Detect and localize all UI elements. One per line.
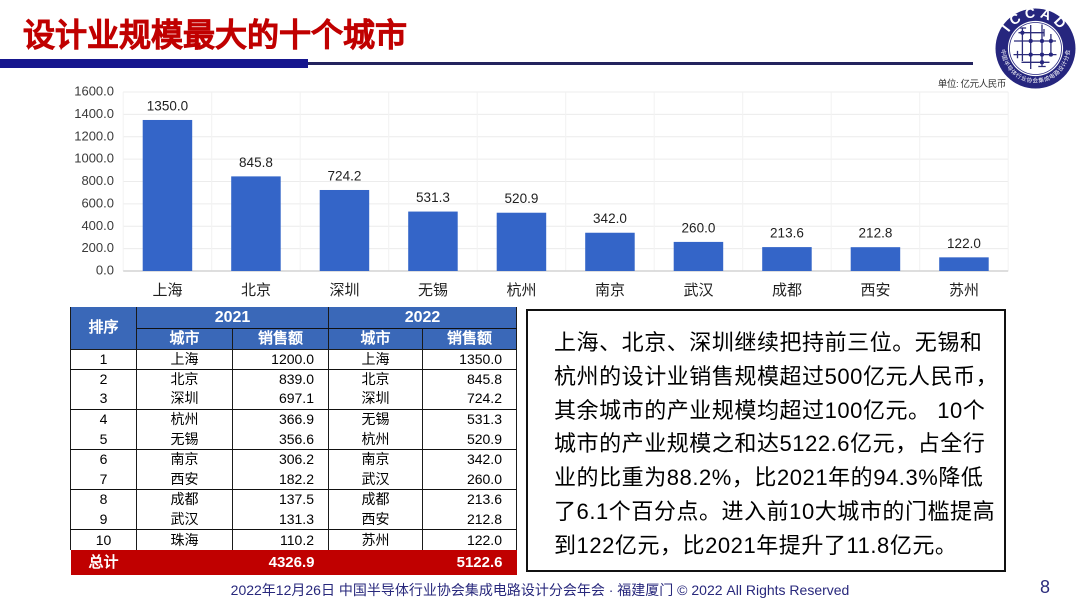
svg-text:200.0: 200.0 [81,240,114,255]
svg-text:杭州: 杭州 [506,282,536,299]
svg-text:西安: 西安 [860,282,890,299]
svg-text:1000.0: 1000.0 [74,151,114,166]
svg-text:520.9: 520.9 [505,191,539,206]
svg-text:成都: 成都 [772,282,802,299]
svg-text:武汉: 武汉 [683,282,713,299]
svg-text:400.0: 400.0 [81,218,114,233]
svg-text:260.0: 260.0 [682,220,716,235]
svg-text:北京: 北京 [241,282,271,299]
svg-text:1200.0: 1200.0 [74,128,114,143]
svg-text:122.0: 122.0 [947,236,981,251]
svg-text:600.0: 600.0 [81,195,114,210]
svg-text:南京: 南京 [595,282,625,299]
svg-text:深圳: 深圳 [329,282,359,299]
svg-text:无锡: 无锡 [418,282,448,299]
svg-text:845.8: 845.8 [239,155,273,170]
svg-text:1350.0: 1350.0 [147,98,188,113]
svg-text:342.0: 342.0 [593,211,627,226]
svg-text:1400.0: 1400.0 [74,106,114,121]
svg-text:212.8: 212.8 [859,226,893,241]
svg-text:上海: 上海 [152,282,182,299]
svg-text:800.0: 800.0 [81,173,114,188]
svg-text:0.0: 0.0 [96,263,114,278]
svg-text:531.3: 531.3 [416,190,450,205]
svg-text:1600.0: 1600.0 [74,84,114,99]
svg-text:724.2: 724.2 [328,168,362,183]
svg-text:苏州: 苏州 [949,282,979,299]
svg-text:213.6: 213.6 [770,226,804,241]
